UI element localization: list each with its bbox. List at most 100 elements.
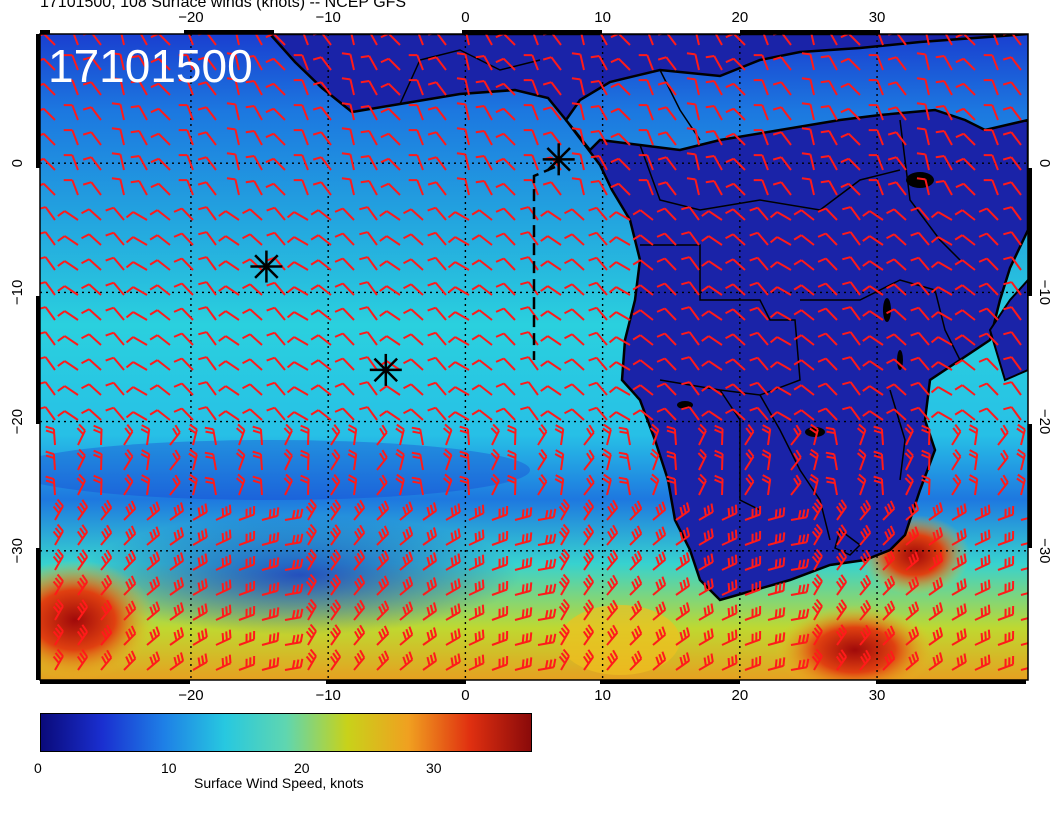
wind-barb (359, 356, 378, 371)
wind-barb (359, 331, 378, 346)
wind-barb (744, 555, 762, 571)
wind-barb (491, 530, 509, 546)
wind-barb (284, 508, 304, 521)
wind-barb (188, 473, 198, 496)
wind-barb (790, 658, 810, 671)
wind-barb (910, 256, 930, 271)
wind-barb (904, 473, 914, 496)
wind-barb (954, 334, 976, 346)
wind-barb (395, 473, 405, 496)
wind-barb (130, 80, 148, 96)
wind-barb (507, 474, 517, 496)
wind-barb (491, 505, 509, 521)
wind-barb (329, 574, 342, 596)
wind-barb (656, 357, 677, 371)
wind-barb (376, 650, 390, 671)
wind-barb (825, 426, 838, 446)
wind-barb (951, 628, 967, 646)
wind-barb (862, 310, 884, 321)
wind-barb (192, 578, 208, 596)
lat-tick-label: 0 (1036, 159, 1053, 167)
wind-barb (632, 259, 654, 271)
wind-barb (301, 34, 309, 46)
wind-barb (793, 234, 815, 246)
wind-barb (686, 177, 700, 196)
wind-barb (649, 473, 660, 496)
wind-barb (380, 57, 401, 71)
wind-barb (178, 179, 194, 196)
wind-barb (652, 526, 667, 546)
wind-barb (266, 231, 286, 246)
wind-barb (910, 331, 930, 346)
wind-barb (380, 107, 401, 121)
wind-barb (305, 548, 317, 571)
wind-barb (261, 657, 280, 671)
wind-barb (100, 624, 113, 646)
wind-barb (169, 449, 181, 471)
wind-barb (445, 653, 461, 671)
wind-barb (341, 102, 355, 121)
wind-barb (610, 132, 631, 146)
wind-barb (582, 499, 595, 521)
wind-barb (930, 286, 953, 296)
wind-barb (809, 473, 819, 496)
lat-tick-label: −30 (1036, 538, 1053, 563)
wind-barb (744, 424, 755, 446)
wind-barb (997, 505, 1015, 521)
wind-barb (353, 499, 366, 521)
wind-barb (293, 104, 309, 121)
wind-barb (835, 624, 848, 646)
colorbar-tick-30: 30 (426, 760, 442, 776)
wind-barb (427, 81, 447, 96)
wind-barb (312, 131, 332, 146)
wind-barb (514, 607, 533, 621)
wind-barb (376, 625, 390, 646)
wind-barb (130, 180, 148, 196)
wind-barb (997, 630, 1015, 646)
wind-barb (169, 424, 181, 446)
wind-barb (753, 129, 769, 146)
wind-barb (376, 525, 390, 546)
wind-barb (1016, 448, 1026, 471)
wind-barb (45, 475, 56, 496)
wind-barb (610, 57, 631, 71)
wind-barb (427, 331, 447, 346)
wind-barb (111, 127, 125, 146)
wind-barb (887, 81, 907, 96)
wind-barb (868, 54, 884, 71)
wind-barb (886, 258, 907, 271)
wind-barb (238, 530, 256, 546)
wind-barb (266, 206, 286, 221)
wind-barb (1016, 473, 1026, 496)
wind-barb (198, 406, 217, 421)
wind-barb (582, 524, 595, 546)
wind-barb (632, 234, 654, 246)
wind-barb (772, 81, 792, 96)
wind-barb (935, 80, 953, 96)
wind-barb (629, 500, 643, 521)
wind-barb (761, 474, 772, 496)
wind-barb (769, 236, 792, 246)
wind-barb (540, 210, 562, 221)
wind-barb (571, 177, 585, 196)
wind-barb (638, 129, 654, 146)
wind-barb (82, 181, 102, 196)
wind-barb (590, 155, 608, 171)
wind-barb (904, 448, 914, 471)
wind-barb (588, 231, 608, 246)
wind-barb (588, 356, 608, 371)
wind-barb (468, 604, 485, 621)
wind-barb (681, 356, 700, 371)
wind-barb (76, 649, 89, 671)
wind-barb (40, 356, 56, 371)
wind-barb (856, 448, 867, 471)
map-title: 17101500, 108 Surface winds (knots) -- N… (40, 0, 407, 11)
wind-barb (408, 54, 424, 71)
wind-barb (284, 633, 304, 646)
wind-barb (379, 410, 401, 421)
wind-barb (242, 308, 263, 321)
wind-barb (842, 231, 861, 246)
wind-barb (76, 574, 89, 596)
wind-barb (744, 580, 762, 596)
wind-barb (353, 549, 366, 571)
